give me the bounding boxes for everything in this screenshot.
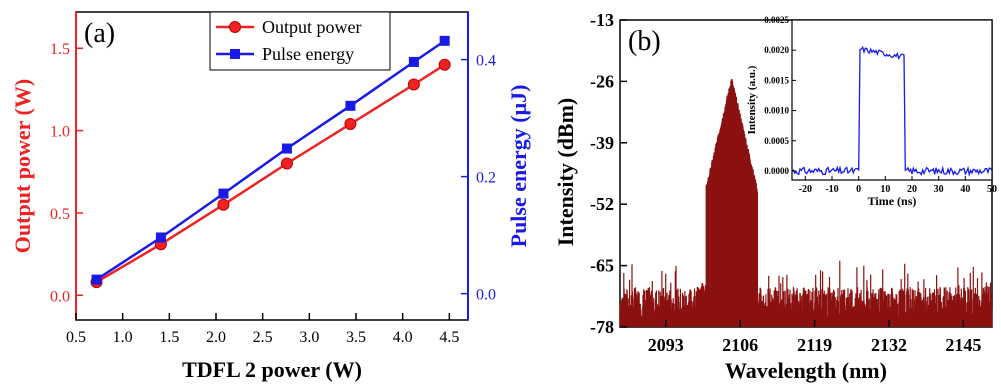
inset-y-tick-label: 0.0005 [764,136,789,146]
data-point [439,35,450,46]
a-y-tick-label: 0.5 [50,206,70,223]
b-x-tick-label: 2093 [648,335,684,355]
b-x-tick-label: 2119 [797,335,832,355]
inset-y-axis-title: Intensity (a.u.) [746,65,758,134]
inset-x-tick-label: 40 [960,184,970,195]
panel-a-legend: Output power Pulse energy [209,11,391,71]
panel-a-y2-ticks: 0.0 0.2 0.4 [461,53,496,304]
panel-a-y-ticks: 0.0 0.5 1.0 1.5 [50,41,83,305]
inset-trace [791,45,993,178]
b-x-tick-label: 2145 [945,335,981,355]
inset-y-tick-label: 0.0010 [764,106,789,116]
data-point [218,188,229,199]
inset-x-tick-label: 50 [987,184,997,195]
inset-y-tick-label: 0.0020 [764,45,789,55]
a-y-tick-label: 1.0 [50,124,70,141]
panel-b-x-axis-title: Wavelength (nm) [725,358,887,383]
legend-marker-output [229,21,241,33]
panel-b-y-ticks: -78 -65 -52 -39 -26 -13 [590,10,627,337]
b-y-tick-label: -52 [590,194,614,214]
a-y-tick-label: 1.5 [50,41,70,58]
panel-b-inset: -20 -10 0 10 20 30 40 50 0.00000.00050.00100.00… [746,15,997,208]
inset-x-tick-label: -20 [799,184,812,195]
a-y2-tick-label: 0.2 [476,170,496,187]
a-x-tick-label: 2.5 [253,329,273,346]
b-y-tick-label: -39 [590,133,614,153]
panel-a: 0.5 1.0 1.5 2.0 2.5 3.0 3.5 4.0 4.5 0.0 0.5 1.0 1.5… [10,11,531,382]
panel-a-y-axis-title: Output power (W) [10,79,35,253]
a-x-tick-label: 4.0 [393,329,413,346]
panel-a-label: (a) [84,18,115,49]
data-point [91,274,102,285]
data-point [281,143,292,154]
a-y2-tick-label: 0.4 [476,53,496,70]
a-x-tick-label: 3.0 [299,329,319,346]
inset-y-tick-label: 0.0025 [764,15,789,25]
panel-a-y2-axis-title: Pulse energy (μJ) [506,85,531,248]
a-y-tick-label: 0.0 [50,288,70,305]
inset-x-ticks: -20 -10 0 10 20 30 40 50 [799,176,997,195]
a-x-tick-label: 1.5 [159,329,179,346]
series-line-output-power [95,63,446,284]
b-x-tick-label: 2106 [722,335,758,355]
inset-x-tick-label: 30 [934,184,944,195]
pulse-trace [791,45,993,178]
b-x-tick-label: 2132 [871,335,907,355]
legend-marker-energy [230,49,240,59]
b-y-tick-label: -13 [590,10,614,30]
a-x-tick-label: 4.5 [439,329,459,346]
data-point [155,232,166,243]
a-x-tick-label: 2.0 [206,329,226,346]
panel-b-label: (b) [628,26,661,57]
b-y-tick-label: -26 [590,71,614,91]
spectrum-trace [619,78,993,327]
inset-x-tick-label: 10 [880,184,890,195]
data-point [408,56,419,67]
b-y-tick-label: -65 [590,256,614,276]
series-line-pulse-energy [95,39,446,281]
legend-label-energy: Pulse energy [262,44,354,64]
panel-a-x-ticks: 0.5 1.0 1.5 2.0 2.5 3.0 3.5 4.0 4.5 [66,313,459,346]
panel-a-series [90,35,451,289]
inset-x-tick-label: 0 [856,184,861,195]
a-y2-tick-label: 0.0 [476,287,496,304]
a-x-tick-label: 0.5 [66,329,86,346]
b-y-tick-label: -78 [590,317,614,337]
inset-y-tick-label: 0.0015 [764,75,789,85]
inset-y-ticks: 0.0000 0.0005 0.0010 0.0015 0.0020 0.0025 [764,15,796,176]
inset-x-tick-label: 20 [907,184,917,195]
inset-frame [791,19,993,181]
data-point [407,78,420,91]
panel-b-x-ticks: 2093 2106 2119 2132 2145 [648,320,981,355]
panel-b-spectrum [619,78,993,327]
data-point [217,198,230,211]
inset-x-tick-label: -10 [825,184,838,195]
data-point [344,118,357,130]
a-x-tick-label: 1.0 [113,329,133,346]
panel-b: 2093 2106 2119 2132 2145 -78-65-52-39-26-13 … [553,10,997,383]
panel-b-y-axis-title: Intensity (dBm) [553,98,578,247]
a-x-tick-label: 3.5 [346,329,366,346]
panel-a-x-axis-title: TDFL 2 power (W) [182,357,362,382]
legend-label-output: Output power [262,17,361,37]
data-point [438,58,451,71]
inset-y-tick-label: 0.0000 [764,166,789,176]
data-point [280,157,293,170]
inset-x-axis-title: Time (ns) [868,194,917,208]
legend-box [209,11,391,71]
data-point [345,100,356,111]
